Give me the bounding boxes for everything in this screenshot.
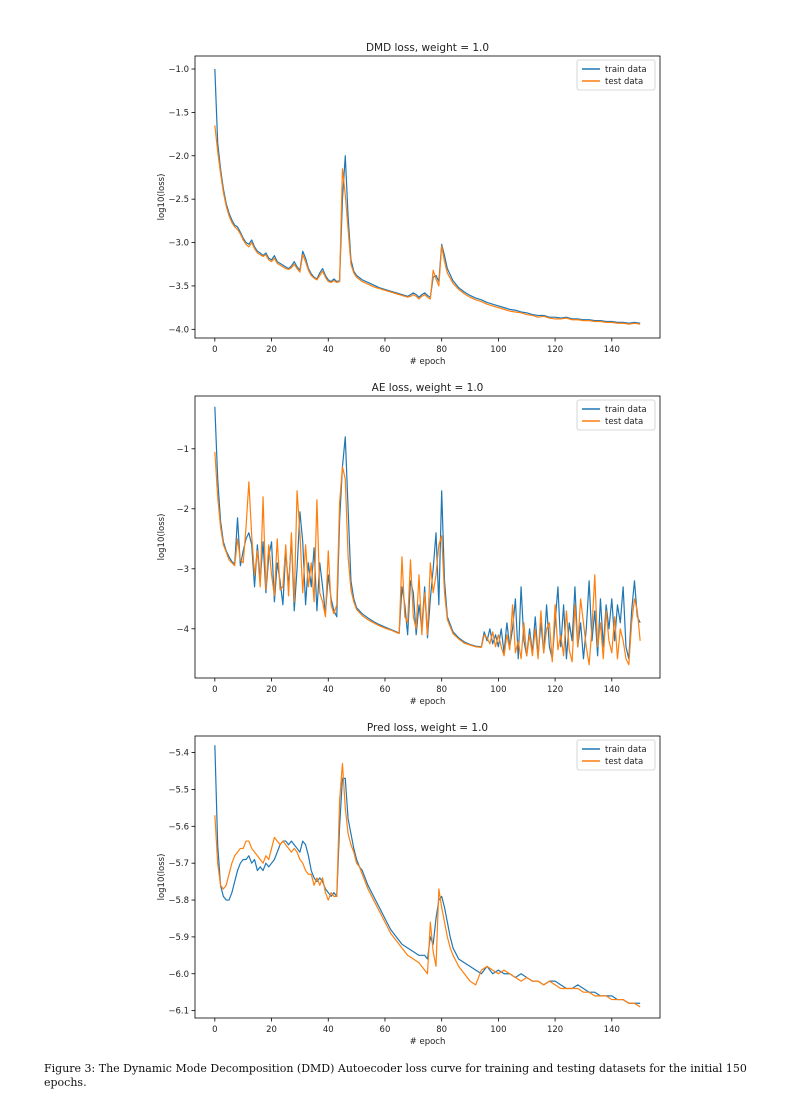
pred-loss-legend-label-train: train data [605, 745, 647, 755]
pred-loss-plot-frame [194, 735, 661, 1019]
pred-loss-legend: train data test data [576, 739, 656, 771]
ae-loss-x-tick-label: 0 [212, 685, 217, 695]
pred-loss-x-tick-label: 20 [266, 1025, 277, 1035]
ae-loss-legend-label-train: train data [605, 405, 647, 415]
ae-loss-x-tick-label: 140 [604, 685, 620, 695]
pred-loss-x-axis-label: # epoch [410, 1037, 446, 1047]
dmd-loss-legend: train data test data [576, 59, 656, 91]
ae-loss-x-tick-label: 20 [266, 685, 277, 695]
pred-loss-chart: 0 20 40 60 80 100 120 140 −6.1 −6.0 −5.9 −5.8 −5.7 −5… [150, 718, 670, 1058]
dmd-loss-y-tick-label: −4.0 [168, 325, 189, 335]
ae-loss-y-tick-label: −2 [176, 505, 189, 515]
ae-loss-legend-label-test: test data [605, 417, 643, 427]
pred-loss-y-tick-label: −5.9 [168, 933, 189, 943]
dmd-loss-y-tick-label: −2.5 [168, 195, 189, 205]
dmd-loss-x-tick-label: 100 [490, 345, 506, 355]
dmd-loss-chart-svg: 0 20 40 60 80 100 120 140 −4.0 −3.5 −3.0 −2.5 −2.0 −1… [157, 42, 661, 367]
pred-loss-y-tick-label: −5.6 [168, 822, 189, 832]
pred-loss-series-test-line [214, 763, 641, 1008]
dmd-loss-x-tick-label: 80 [436, 345, 447, 355]
dmd-loss-plot-frame [194, 55, 661, 339]
ae-loss-chart-svg: 0 20 40 60 80 100 120 140 −4 −3 −2 −1 AE loss, weigh… [157, 382, 661, 707]
ae-loss-x-axis-label: # epoch [410, 697, 446, 707]
ae-loss-chart: 0 20 40 60 80 100 120 140 −4 −3 −2 −1 AE loss, weigh… [150, 378, 670, 718]
dmd-loss-series-test-line [214, 125, 641, 325]
ae-loss-y-tick-label: −3 [176, 565, 189, 575]
ae-loss-x-tick-label: 100 [490, 685, 506, 695]
dmd-loss-y-tick-label: −3.5 [168, 282, 189, 292]
dmd-loss-y-axis-label: log10(loss) [157, 174, 167, 221]
pred-loss-x-tick-label: 120 [547, 1025, 563, 1035]
ae-loss-y-tick-label: −4 [176, 625, 189, 635]
ae-loss-legend: train data test data [576, 399, 656, 431]
ae-loss-x-tick-label: 60 [380, 685, 391, 695]
dmd-loss-x-tick-label: 0 [212, 345, 217, 355]
pred-loss-x-tick-label: 140 [604, 1025, 620, 1035]
dmd-loss-legend-label-train: train data [605, 65, 647, 75]
pred-loss-x-tick-label: 100 [490, 1025, 506, 1035]
dmd-loss-x-tick-label: 120 [547, 345, 563, 355]
dmd-loss-x-tick-label: 140 [604, 345, 620, 355]
dmd-loss-x-tick-label: 40 [323, 345, 334, 355]
pred-loss-x-tick-label: 40 [323, 1025, 334, 1035]
ae-loss-x-tick-label: 40 [323, 685, 334, 695]
ae-loss-chart-title: AE loss, weight = 1.0 [372, 382, 484, 394]
dmd-loss-y-tick-label: −3.0 [168, 239, 189, 249]
pred-loss-y-tick-label: −6.1 [168, 1007, 189, 1017]
pred-loss-chart-title: Pred loss, weight = 1.0 [367, 722, 488, 734]
figure-caption: Figure 3: The Dynamic Mode Decomposition… [44, 1062, 747, 1089]
dmd-loss-chart: 0 20 40 60 80 100 120 140 −4.0 −3.5 −3.0 −2.5 −2.0 −1… [150, 38, 670, 378]
dmd-loss-x-tick-label: 60 [380, 345, 391, 355]
dmd-loss-x-axis-label: # epoch [410, 357, 446, 367]
dmd-loss-chart-title: DMD loss, weight = 1.0 [366, 42, 489, 54]
dmd-loss-series-train-line [214, 68, 641, 324]
pred-loss-y-tick-label: −5.8 [168, 896, 189, 906]
ae-loss-x-tick-label: 80 [436, 685, 447, 695]
dmd-loss-legend-box [576, 59, 656, 91]
dmd-loss-y-tick-label: −1.5 [168, 108, 189, 118]
dmd-loss-y-tick-label: −2.0 [168, 152, 189, 162]
ae-loss-y-axis-label: log10(loss) [157, 514, 167, 561]
pred-loss-y-axis-label: log10(loss) [157, 854, 167, 901]
pred-loss-y-tick-label: −5.4 [168, 749, 189, 759]
pred-loss-x-tick-label: 60 [380, 1025, 391, 1035]
pred-loss-y-tick-label: −5.7 [168, 859, 189, 869]
pred-loss-chart-svg: 0 20 40 60 80 100 120 140 −6.1 −6.0 −5.9 −5.8 −5.7 −5… [157, 722, 661, 1047]
pred-loss-y-tick-label: −5.5 [168, 785, 189, 795]
ae-loss-legend-box [576, 399, 656, 431]
ae-loss-y-tick-label: −1 [176, 445, 189, 455]
pred-loss-x-tick-label: 0 [212, 1025, 217, 1035]
pred-loss-legend-label-test: test data [605, 757, 643, 767]
pred-loss-legend-box [576, 739, 656, 771]
dmd-loss-legend-label-test: test data [605, 77, 643, 87]
dmd-loss-x-tick-label: 20 [266, 345, 277, 355]
ae-loss-x-tick-label: 120 [547, 685, 563, 695]
ae-loss-series-test-line [214, 451, 641, 666]
ae-loss-plot-frame [194, 395, 661, 679]
pred-loss-y-tick-label: −6.0 [168, 970, 189, 980]
dmd-loss-y-tick-label: −1.0 [168, 65, 189, 75]
pred-loss-x-tick-label: 80 [436, 1025, 447, 1035]
